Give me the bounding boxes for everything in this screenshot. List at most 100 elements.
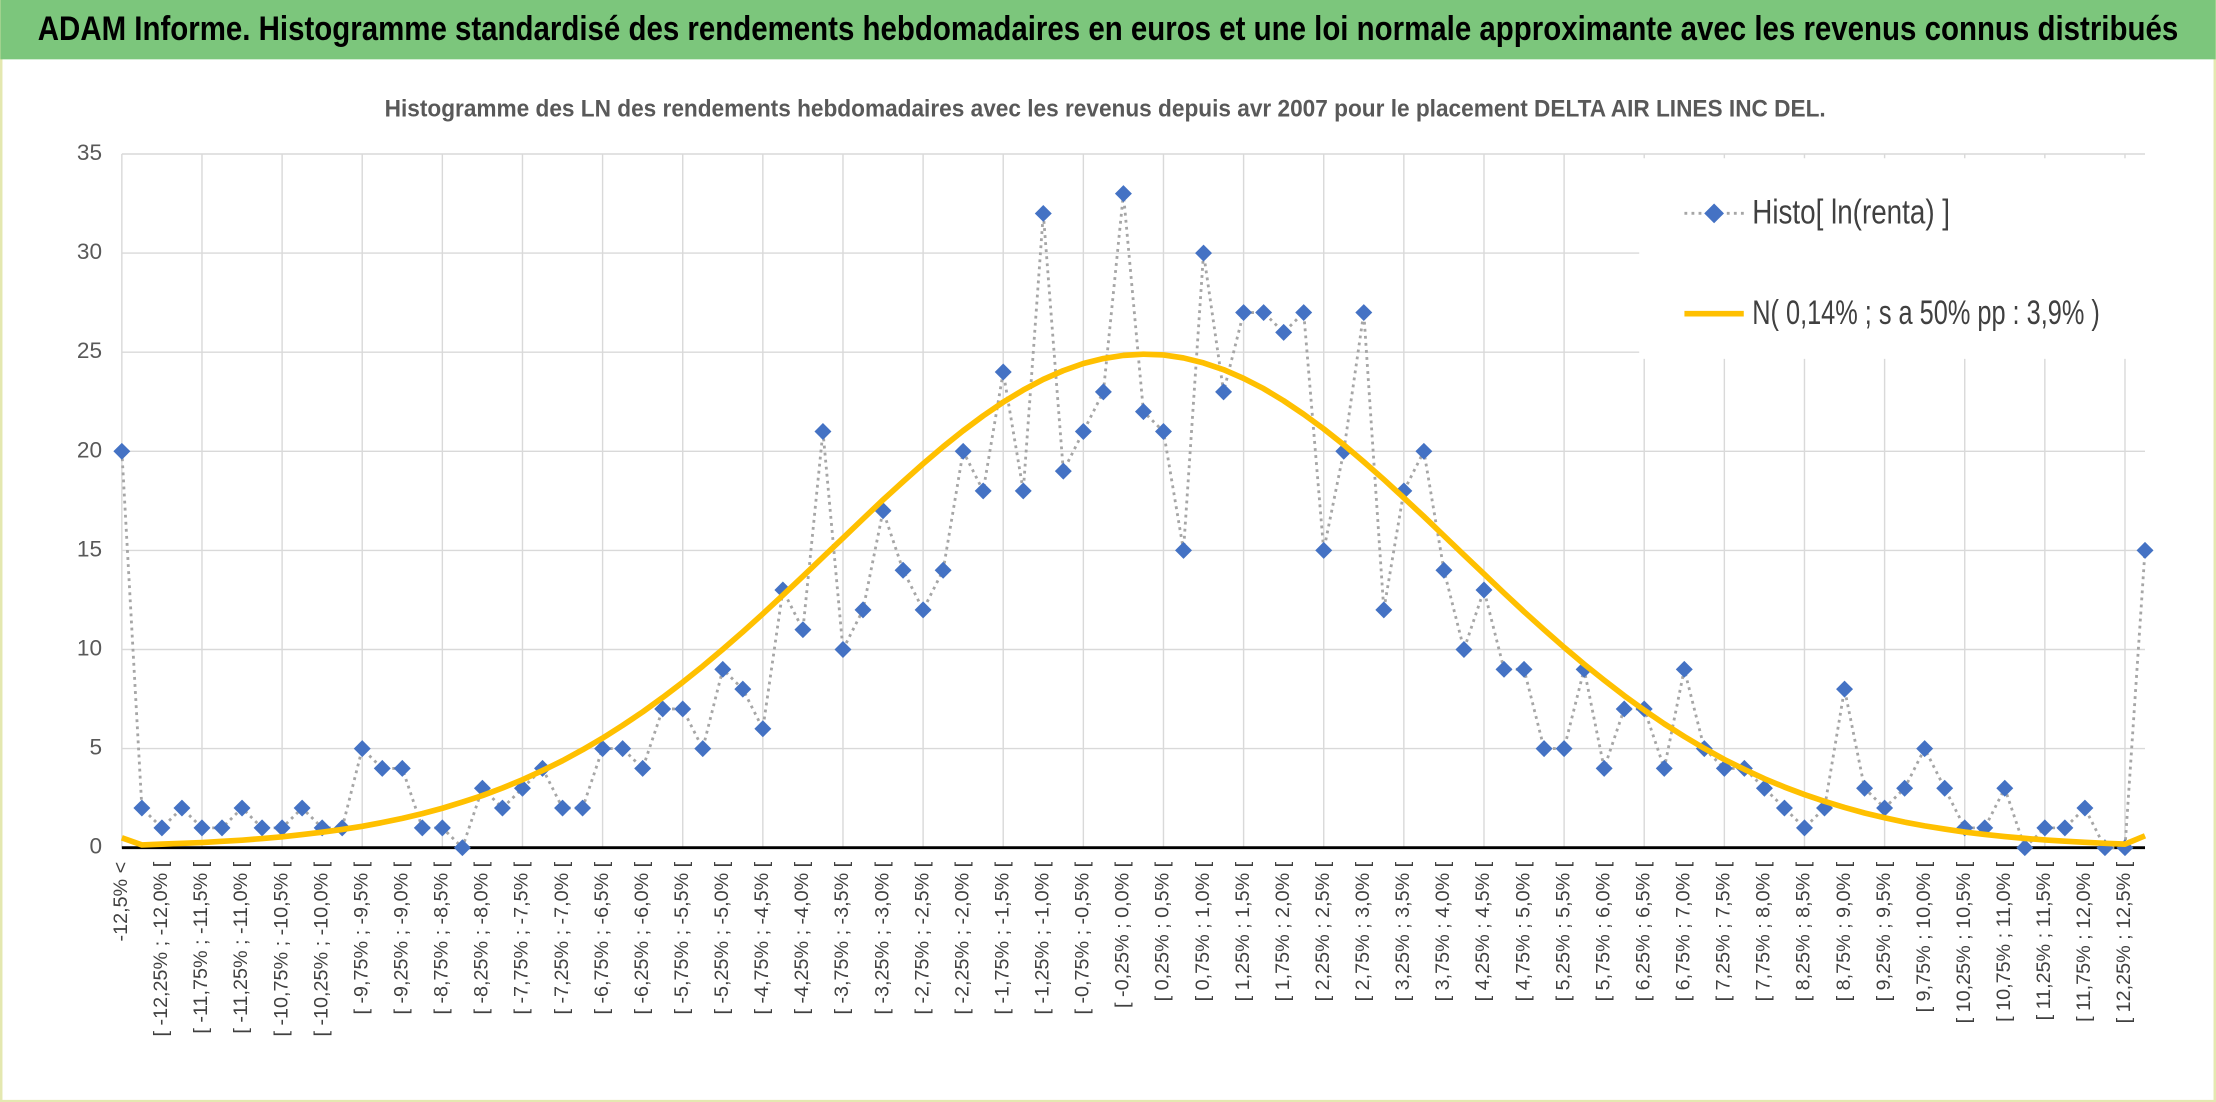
data-point bbox=[1375, 601, 1393, 619]
x-tick-label: [ -4,25% ; -4,0% [ bbox=[791, 861, 813, 1014]
data-point bbox=[273, 819, 291, 837]
x-tick-label: [ -8,25% ; -8,0% [ bbox=[471, 861, 493, 1014]
data-point bbox=[594, 740, 612, 758]
x-tick-label: [ 2,75% ; 3,0% [ bbox=[1352, 861, 1374, 1001]
x-tick-label: [ -10,75% ; -10,5% [ bbox=[270, 861, 292, 1036]
x-tick-label: [ 6,25% ; 6,5% [ bbox=[1632, 861, 1654, 1001]
legend-label: Histo[ ln(renta) ] bbox=[1752, 194, 1950, 232]
data-point bbox=[694, 740, 712, 758]
y-tick-label: 5 bbox=[89, 735, 102, 760]
data-point bbox=[674, 700, 692, 718]
x-tick-label: [ 11,25% ; 11,5% [ bbox=[2033, 861, 2055, 1020]
x-tick-label: [ 5,25% ; 5,5% [ bbox=[1552, 861, 1574, 1001]
x-tick-label: [ 4,25% ; 4,5% [ bbox=[1472, 861, 1494, 1001]
x-tick-label: [ 8,25% ; 8,5% [ bbox=[1793, 861, 1815, 1001]
legend-label: N( 0,14% ; s a 50% pp : 3,9% ) bbox=[1752, 294, 2100, 332]
data-point bbox=[1555, 740, 1573, 758]
y-tick-label: 0 bbox=[89, 834, 102, 859]
x-tick-label: [ -5,75% ; -5,5% [ bbox=[671, 861, 693, 1014]
data-point bbox=[153, 819, 171, 837]
data-point bbox=[1515, 660, 1533, 678]
data-point bbox=[2076, 799, 2094, 817]
data-point bbox=[413, 819, 431, 837]
x-tick-label: [ 9,25% ; 9,5% [ bbox=[1873, 861, 1895, 1001]
data-point bbox=[654, 700, 672, 718]
data-point bbox=[574, 799, 592, 817]
data-point bbox=[1315, 541, 1333, 559]
data-point bbox=[894, 561, 912, 579]
data-point bbox=[1495, 660, 1513, 678]
data-point bbox=[1295, 304, 1313, 322]
chart-title: ADAM Informe. Histogramme standardisé de… bbox=[38, 10, 2178, 48]
x-tick-label: [ -1,25% ; -1,0% [ bbox=[1032, 861, 1054, 1014]
legend-box bbox=[1639, 158, 2205, 359]
title-bar bbox=[0, 0, 2216, 60]
x-tick-label: [ 2,25% ; 2,5% [ bbox=[1312, 861, 1334, 1001]
data-point bbox=[1155, 422, 1172, 440]
x-tick-label: [ -8,75% ; -8,5% [ bbox=[431, 861, 453, 1014]
data-point bbox=[1936, 779, 1954, 797]
series-line bbox=[120, 351, 2147, 848]
x-tick-label: [ 12,25% ; 12,5% [ bbox=[2113, 861, 2135, 1023]
x-tick-label: [ 11,75% ; 12,0% [ bbox=[2073, 861, 2095, 1022]
x-tick-label: -12,5% < bbox=[110, 862, 132, 942]
x-tick-label: [ -9,25% ; -9,0% [ bbox=[391, 861, 413, 1014]
data-point bbox=[493, 799, 511, 817]
data-point bbox=[453, 839, 471, 857]
data-point bbox=[2036, 819, 2054, 837]
data-point bbox=[513, 779, 531, 797]
data-point bbox=[734, 680, 752, 698]
x-tick-label: [ 7,75% ; 8,0% [ bbox=[1753, 861, 1775, 1001]
data-point bbox=[1655, 759, 1673, 777]
data-point bbox=[393, 759, 411, 777]
x-tick-label: [ -6,75% ; -6,5% [ bbox=[591, 861, 613, 1014]
x-tick-label: [ 10,25% ; 10,5% [ bbox=[1953, 861, 1975, 1023]
data-point bbox=[1535, 740, 1553, 758]
data-point bbox=[934, 561, 952, 579]
x-tick-label: [ 7,25% ; 7,5% [ bbox=[1713, 861, 1735, 1001]
x-tick-label: [ -7,25% ; -7,0% [ bbox=[551, 861, 573, 1014]
x-tick-label: [ 3,75% ; 4,0% [ bbox=[1432, 861, 1454, 1001]
data-point bbox=[113, 442, 131, 460]
data-point bbox=[994, 363, 1012, 381]
data-point bbox=[1996, 779, 2014, 797]
x-tick-label: [ -2,75% ; -2,5% [ bbox=[911, 861, 933, 1014]
x-tick-label: [ 9,75% ; 10,0% [ bbox=[1913, 861, 1935, 1012]
data-point bbox=[954, 442, 972, 460]
x-tick-label: [ 0,75% ; 1,0% [ bbox=[1192, 861, 1214, 1001]
data-point bbox=[1876, 799, 1894, 817]
data-point bbox=[133, 799, 151, 817]
y-tick-label: 10 bbox=[77, 635, 102, 660]
data-point bbox=[1675, 660, 1693, 678]
data-point bbox=[794, 621, 812, 639]
x-tick-label: [ -12,25% ; -12,0% [ bbox=[150, 861, 172, 1036]
x-tick-label: [ 8,75% ; 9,0% [ bbox=[1833, 861, 1855, 1001]
x-tick-label: [ -2,25% ; -2,0% [ bbox=[951, 861, 973, 1014]
x-tick-label: [ 3,25% ; 3,5% [ bbox=[1392, 861, 1414, 1001]
data-point bbox=[1034, 204, 1052, 222]
data-point bbox=[634, 759, 652, 777]
y-tick-label: 15 bbox=[77, 536, 102, 561]
data-point bbox=[293, 799, 311, 817]
x-tick-label: [ 6,75% ; 7,0% [ bbox=[1673, 861, 1695, 1001]
y-tick-label: 25 bbox=[77, 338, 102, 363]
data-point bbox=[2056, 819, 2074, 837]
data-point bbox=[1355, 304, 1373, 322]
data-point bbox=[554, 799, 572, 817]
y-tick-label: 35 bbox=[77, 140, 102, 165]
data-point bbox=[173, 799, 191, 817]
data-point bbox=[2136, 541, 2154, 559]
data-point bbox=[854, 601, 872, 619]
chart-subtitle: Histogramme des LN des rendements hebdom… bbox=[385, 96, 1826, 123]
data-point bbox=[213, 819, 231, 837]
data-point bbox=[614, 740, 632, 758]
data-point bbox=[1916, 740, 1934, 758]
data-point bbox=[1014, 482, 1032, 500]
y-tick-label: 20 bbox=[77, 437, 102, 462]
x-tick-label: [ -3,75% ; -3,5% [ bbox=[831, 861, 853, 1014]
data-point bbox=[914, 601, 932, 619]
x-tick-label: [ 4,75% ; 5,0% [ bbox=[1512, 861, 1534, 1001]
data-point bbox=[253, 819, 271, 837]
data-point bbox=[1455, 641, 1473, 658]
